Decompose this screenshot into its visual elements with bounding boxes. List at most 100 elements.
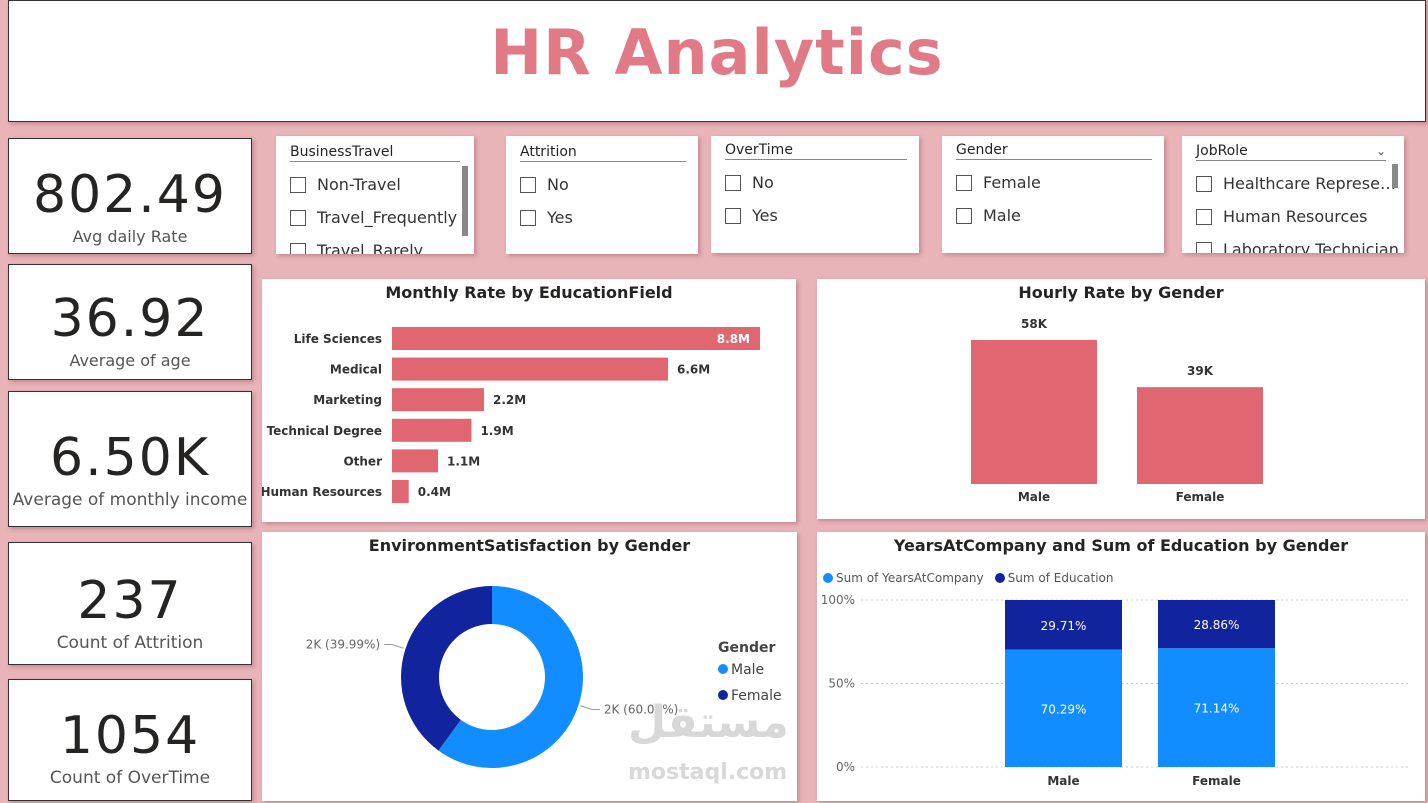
kpi-card-avg-daily-rate[interactable]: 802.49 Avg daily Rate: [8, 138, 252, 254]
legend-item-male[interactable]: Male: [718, 662, 782, 678]
slicer-option-yes[interactable]: Yes: [520, 201, 686, 234]
checkbox[interactable]: [1196, 208, 1212, 225]
slicer-option-male[interactable]: Male: [956, 199, 1152, 232]
data-label: 2.2M: [493, 393, 526, 407]
kpi-value: 36.92: [50, 289, 210, 349]
donut-legend: Gender Male Female: [718, 640, 782, 704]
chart-env-satisfaction[interactable]: EnvironmentSatisfaction by Gender 2K (60…: [262, 532, 797, 801]
option-label: Laboratory Technician: [1223, 240, 1399, 253]
checkbox[interactable]: [290, 242, 306, 254]
chart-years-education[interactable]: YearsAtCompany and Sum of Education by G…: [817, 532, 1425, 801]
legend-item-years[interactable]: Sum of YearsAtCompany: [823, 571, 984, 585]
option-label: Yes: [752, 206, 778, 225]
checkbox[interactable]: [725, 207, 741, 224]
option-label: No: [752, 173, 774, 192]
checkbox[interactable]: [520, 209, 536, 226]
slicer-option-yes[interactable]: Yes: [725, 199, 907, 232]
checkbox[interactable]: [290, 209, 306, 226]
slicer-scrollbar[interactable]: [462, 166, 468, 236]
category-label: Marketing: [313, 393, 382, 407]
slicer-header: JobRole ⌄: [1196, 143, 1386, 161]
category-label: Other: [343, 454, 382, 468]
slicer-option-healthcare[interactable]: Healthcare Represe…: [1196, 167, 1396, 200]
slicer-option-travel-rarely[interactable]: Travel_Rarely: [290, 234, 462, 254]
bar: [392, 388, 484, 412]
slicer-title: BusinessTravel: [290, 144, 394, 160]
slicer-overtime[interactable]: OverTime No Yes: [711, 136, 919, 253]
slicer-title: JobRole: [1196, 143, 1248, 159]
y-tick-label: 0%: [836, 760, 855, 774]
kpi-label: Average of age: [69, 351, 191, 370]
kpi-card-count-attrition[interactable]: 237 Count of Attrition: [8, 542, 252, 665]
checkbox[interactable]: [520, 176, 536, 193]
category-label: Female: [1176, 490, 1225, 504]
data-label: 1.1M: [447, 454, 480, 468]
checkbox[interactable]: [290, 176, 306, 193]
legend-item-female[interactable]: Female: [718, 688, 782, 704]
kpi-value: 1054: [59, 706, 201, 766]
checkbox[interactable]: [956, 207, 972, 224]
checkbox[interactable]: [956, 174, 972, 191]
legend-dot: [718, 664, 728, 674]
data-label: 70.29%: [1041, 702, 1087, 716]
slicer-gender[interactable]: Gender Female Male: [942, 136, 1164, 253]
option-label: Healthcare Represe…: [1223, 174, 1396, 193]
data-label: 6.6M: [677, 363, 710, 377]
legend-title: Gender: [718, 640, 776, 656]
category-label: Technical Degree: [267, 424, 382, 438]
option-label: Yes: [547, 208, 573, 227]
slicer-option-no[interactable]: No: [520, 168, 686, 201]
slicer-header: OverTime: [725, 142, 907, 160]
slicer-header: BusinessTravel: [290, 144, 460, 162]
bar: [392, 357, 668, 381]
slicer-option-human-resources[interactable]: Human Resources: [1196, 200, 1386, 233]
legend-dot: [823, 573, 833, 583]
leader-line: [384, 644, 404, 649]
slicer-scrollbar[interactable]: [1392, 164, 1398, 188]
kpi-card-average-age[interactable]: 36.92 Average of age: [8, 264, 252, 380]
slicer-attrition[interactable]: Attrition No Yes: [506, 136, 698, 254]
donut-slice: [401, 586, 492, 751]
page-title: HR Analytics: [490, 16, 944, 89]
checkbox[interactable]: [1196, 241, 1212, 253]
slicer-business-travel[interactable]: BusinessTravel Non-Travel Travel_Frequen…: [276, 136, 474, 254]
chart-legend: Sum of YearsAtCompany Sum of Education: [823, 568, 1120, 587]
slicer-header: Attrition: [520, 144, 686, 162]
option-label: Human Resources: [1223, 207, 1368, 226]
legend-item-education[interactable]: Sum of Education: [994, 571, 1114, 585]
bar: [392, 327, 760, 350]
kpi-label: Average of monthly income: [12, 490, 248, 510]
option-label: Female: [983, 173, 1041, 192]
stacked-bar-chart-years-education: 100% 50% 0% 70.29% 29.71% Male 71.14% 28.86% Fem…: [821, 593, 1409, 788]
kpi-card-count-overtime[interactable]: 1054 Count of OverTime: [8, 679, 252, 801]
slicer-job-role[interactable]: JobRole ⌄ Healthcare Represe… Human Reso…: [1182, 136, 1404, 253]
kpi-card-average-monthly-income[interactable]: 6.50K Average of monthly income: [8, 391, 252, 527]
checkbox[interactable]: [1196, 175, 1212, 192]
category-label: Human Resources: [262, 485, 382, 499]
data-label: 2K (39.99%): [306, 638, 380, 652]
checkbox[interactable]: [725, 174, 741, 191]
bar-segment: [1005, 649, 1122, 767]
slicer-option-female[interactable]: Female: [956, 166, 1152, 199]
chart-hourly-rate[interactable]: Hourly Rate by Gender 58K Male 39K Female: [817, 279, 1425, 519]
slicer-title: Attrition: [520, 144, 577, 160]
data-label: 39K: [1187, 364, 1214, 378]
bar: [1137, 387, 1263, 484]
data-label: 8.8M: [717, 332, 750, 346]
kpi-label: Count of OverTime: [49, 768, 211, 788]
leader-line: [580, 705, 600, 710]
bar: [392, 480, 409, 503]
slicer-option-travel-frequently[interactable]: Travel_Frequently: [290, 201, 462, 234]
chevron-down-icon[interactable]: ⌄: [1375, 144, 1386, 158]
legend-dot: [994, 573, 1005, 583]
legend-label: Male: [731, 662, 765, 678]
legend-label: Sum of YearsAtCompany: [836, 571, 984, 585]
chart-monthly-rate[interactable]: Monthly Rate by EducationField Life Scie…: [262, 279, 796, 522]
watermark-latin: mostaql.com: [628, 760, 788, 785]
slicer-option-no[interactable]: No: [725, 166, 907, 199]
data-label: 71.14%: [1194, 702, 1240, 716]
category-label: Male: [1018, 490, 1050, 504]
slicer-option-non-travel[interactable]: Non-Travel: [290, 168, 462, 201]
kpi-value: 6.50K: [50, 428, 210, 488]
slicer-option-laboratory[interactable]: Laboratory Technician: [1196, 233, 1399, 253]
